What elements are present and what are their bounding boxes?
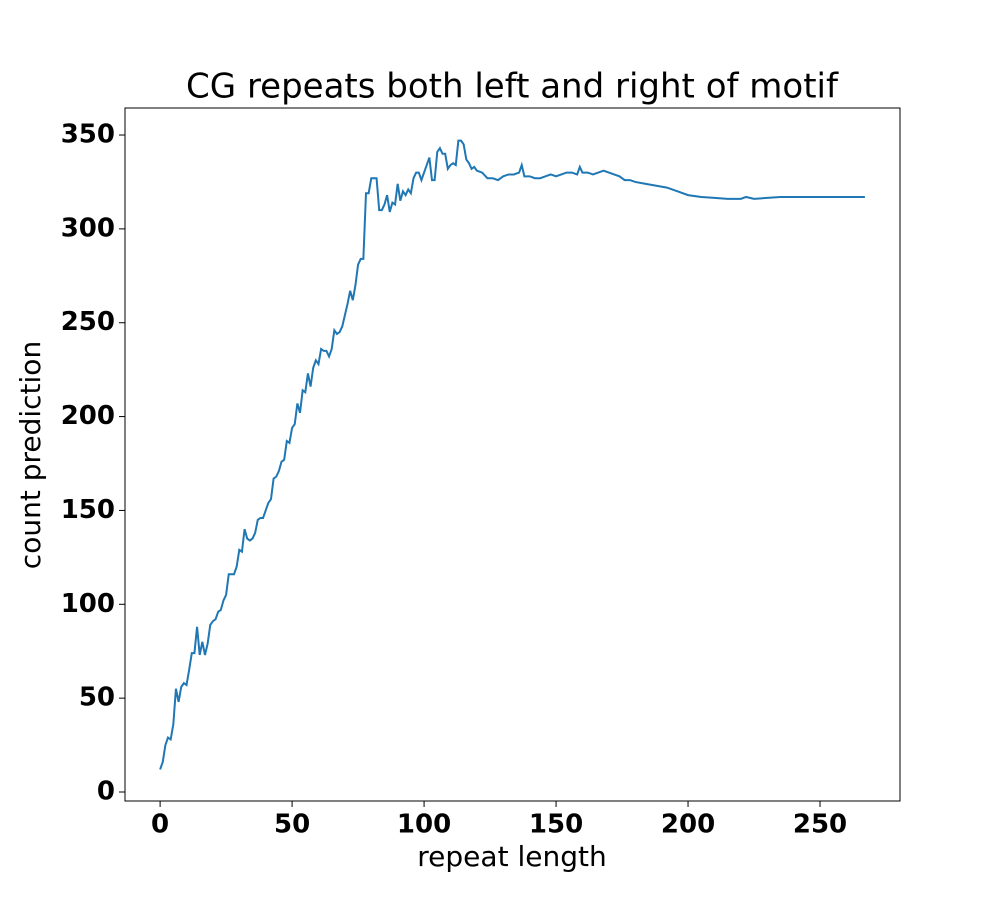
plot-frame bbox=[124, 107, 901, 802]
y-tick-label: 250 bbox=[61, 307, 115, 337]
y-axis-label: count prediction bbox=[14, 341, 47, 569]
y-tick-label: 50 bbox=[79, 683, 115, 713]
y-tick-label: 150 bbox=[61, 495, 115, 525]
x-tick-label: 50 bbox=[274, 810, 310, 840]
x-tick-label: 200 bbox=[661, 810, 715, 840]
x-axis-label: repeat length bbox=[417, 840, 606, 873]
y-tick-label: 100 bbox=[61, 589, 115, 619]
x-tick-label: 100 bbox=[397, 810, 451, 840]
y-tick-label: 200 bbox=[61, 401, 115, 431]
x-tick-label: 250 bbox=[793, 810, 847, 840]
chart-title: CG repeats both left and right of motif bbox=[186, 67, 839, 107]
data-line bbox=[159, 139, 865, 770]
x-tick-label: 150 bbox=[529, 810, 583, 840]
y-tick-label: 350 bbox=[61, 120, 115, 150]
y-tick-label: 0 bbox=[97, 776, 115, 806]
x-tick-label: 0 bbox=[151, 810, 169, 840]
y-tick-label: 300 bbox=[61, 213, 115, 243]
